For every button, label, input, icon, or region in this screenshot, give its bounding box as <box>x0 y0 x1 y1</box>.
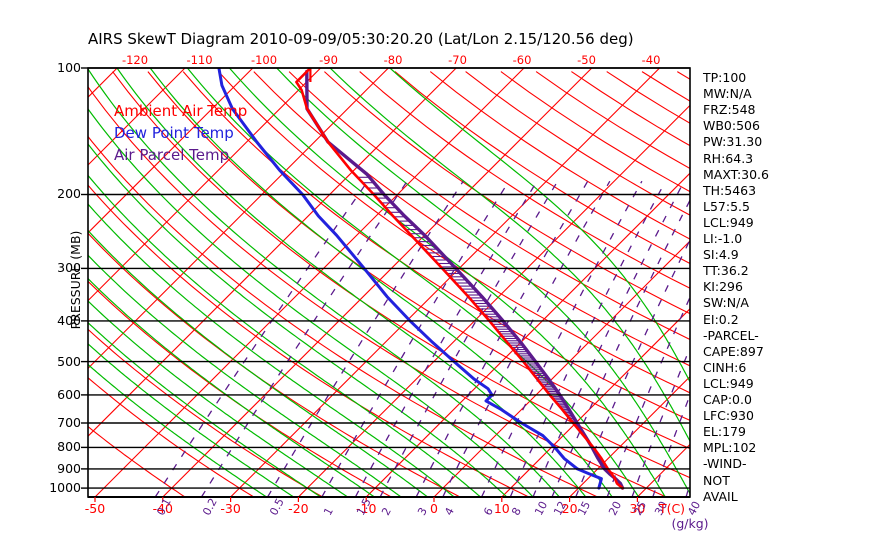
top-temp-tick: -120 <box>121 53 149 67</box>
pressure-tick: 900 <box>57 460 81 476</box>
bottom-temp-tick: -30 <box>220 501 241 516</box>
stat-line: LFC:930 <box>703 408 754 424</box>
pressure-tick: 500 <box>57 353 81 369</box>
bottom-temp-tick: 10 <box>493 501 510 516</box>
stat-line: KI:296 <box>703 279 743 295</box>
pressure-tick: 1000 <box>49 479 81 495</box>
pressure-tick: 300 <box>57 260 81 276</box>
stat-line: NOT <box>703 472 730 488</box>
stat-line: FRZ:548 <box>703 102 756 118</box>
bottom-temp-tick: -10 <box>355 501 377 516</box>
pressure-tick: 700 <box>57 414 81 430</box>
stat-line: EL:179 <box>703 424 746 440</box>
stat-line: -PARCEL- <box>703 327 759 343</box>
stat-line: L57:5.5 <box>703 198 750 214</box>
stat-line: TP:100 <box>703 70 747 85</box>
stat-line: TT:36.2 <box>703 263 749 279</box>
pressure-tick: 800 <box>57 439 81 455</box>
chart-title: AIRS SkewT Diagram 2010-09-09/05:30:20.2… <box>88 30 634 48</box>
top-temp-tick: -50 <box>577 53 596 67</box>
stat-line: LCL:949 <box>703 214 754 230</box>
stat-line: -WIND- <box>703 456 747 472</box>
stat-line: RH:64.3 <box>703 150 754 166</box>
top-temp-tick: -90 <box>319 53 338 67</box>
stat-line: AVAIL <box>703 488 738 504</box>
stat-line: EI:0.2 <box>703 311 739 327</box>
stat-line: SW:N/A <box>703 295 749 311</box>
stat-line: CAPE:897 <box>703 343 764 359</box>
top-temp-tick: -100 <box>250 53 278 67</box>
stat-line: MPL:102 <box>703 440 757 456</box>
stat-line: PW:31.30 <box>703 134 763 150</box>
stat-line: TH:5463 <box>703 182 757 198</box>
bottom-temp-tick: -20 <box>288 501 309 516</box>
bottom-temp-tick: 30 <box>629 501 646 516</box>
legend-item-ambient-air-temp: Ambient Air Temp <box>114 102 248 120</box>
bottom-temp-tick: -50 <box>84 501 106 516</box>
top-temp-tick: -80 <box>383 53 403 67</box>
top-temp-tick: -110 <box>186 53 213 67</box>
legend-item-dew-point-temp: Dew Point Temp <box>114 124 234 142</box>
stat-line: MAXT:30.6 <box>703 166 769 182</box>
pressure-axis-label: PRESSURE (MB) <box>67 230 83 330</box>
pressure-tick: 100 <box>57 59 81 75</box>
mixing-ratio-axis-label: (g/kg) <box>671 516 709 531</box>
stat-line: CINH:6 <box>703 359 747 375</box>
stat-line: LI:-1.0 <box>703 231 743 246</box>
stat-line: LCL:949 <box>703 375 754 391</box>
pressure-tick: 400 <box>57 312 81 328</box>
legend-item-air-parcel-temp: Air Parcel Temp <box>114 146 230 164</box>
top-temp-tick: -40 <box>641 53 661 67</box>
bottom-temp-tick: 0 <box>430 501 438 516</box>
stat-line: MW:N/A <box>703 86 752 102</box>
stat-line: CAP:0.0 <box>703 392 752 407</box>
bottom-temp-tick: 20 <box>561 501 578 516</box>
pressure-tick: 200 <box>57 186 81 202</box>
stat-line: WB0:506 <box>703 118 760 134</box>
pressure-tick: 600 <box>57 386 81 402</box>
temperature-axis-label: T(C) <box>658 501 686 516</box>
bottom-temp-tick: -40 <box>152 501 174 516</box>
top-temp-tick: -70 <box>448 53 467 67</box>
stat-line: SI:4.9 <box>703 247 739 263</box>
top-temp-tick: -60 <box>512 53 532 67</box>
